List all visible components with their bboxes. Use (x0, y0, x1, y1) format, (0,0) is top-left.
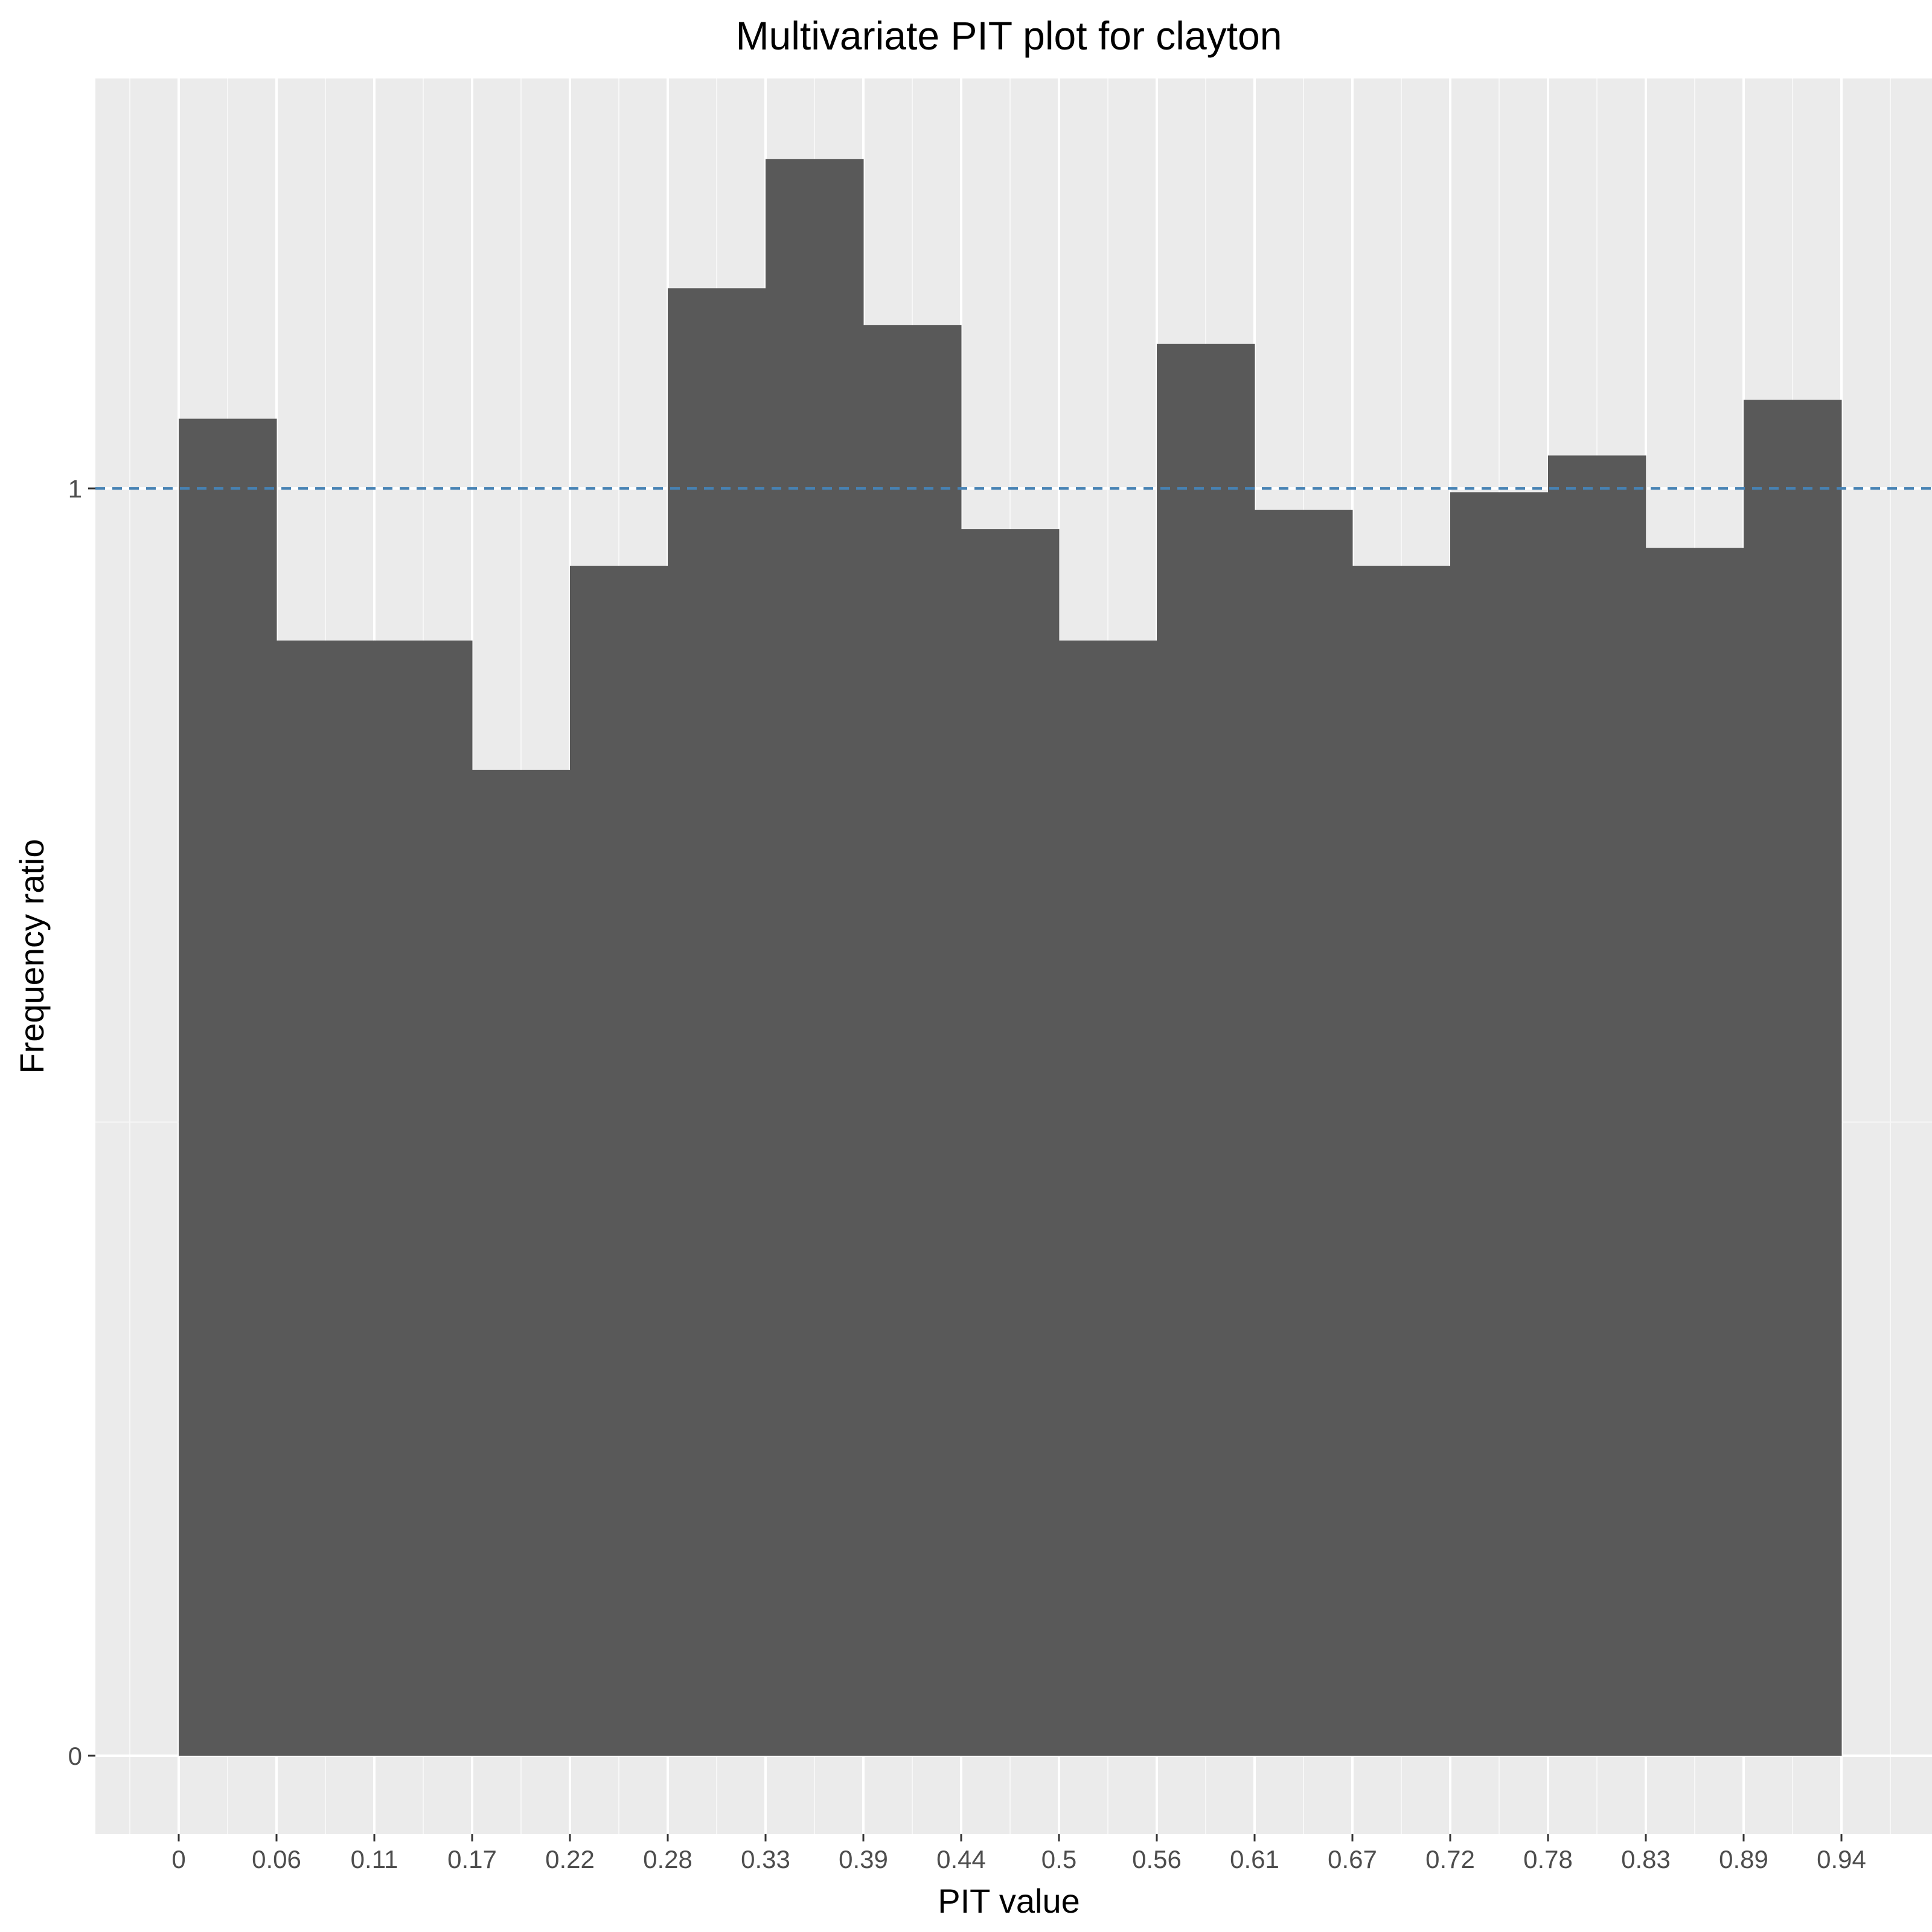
histogram-bar (1548, 455, 1646, 1756)
x-tick-label: 0.72 (1425, 1845, 1475, 1873)
histogram-bar (1255, 510, 1353, 1756)
histogram-bar (374, 640, 473, 1756)
x-tick-label: 0.89 (1719, 1845, 1768, 1873)
y-axis-title: Frequency ratio (13, 839, 51, 1073)
histogram-bar (1646, 548, 1744, 1756)
x-tick-label: 0.61 (1230, 1845, 1279, 1873)
x-tick-label: 0.11 (351, 1845, 398, 1873)
histogram-bar (1450, 492, 1549, 1756)
x-tick-label: 0.39 (839, 1845, 888, 1873)
histogram-bar (179, 418, 277, 1756)
histogram-bar (570, 566, 668, 1756)
histogram-bar (1744, 400, 1842, 1756)
histogram-bar (277, 640, 375, 1756)
histogram-bar (863, 325, 962, 1756)
x-tick-label: 0.28 (643, 1845, 693, 1873)
histogram-bar (1352, 566, 1451, 1756)
x-axis-title: PIT value (938, 1882, 1080, 1920)
x-tick-label: 0.17 (447, 1845, 497, 1873)
histogram-bar (1059, 640, 1157, 1756)
x-tick-label: 0.06 (252, 1845, 301, 1873)
x-tick-label: 0.94 (1817, 1845, 1866, 1873)
x-tick-label: 0.78 (1523, 1845, 1573, 1873)
chart-title: Multivariate PIT plot for clayton (736, 13, 1282, 58)
histogram-bar (766, 159, 864, 1756)
histogram-bar (472, 769, 571, 1756)
x-tick-label: 0.44 (936, 1845, 986, 1873)
histogram-bar (961, 529, 1060, 1756)
y-tick-label: 1 (68, 475, 82, 503)
histogram-bar (1157, 344, 1255, 1756)
x-tick-label: 0.22 (545, 1845, 595, 1873)
x-tick-label: 0.33 (741, 1845, 790, 1873)
x-tick-label: 0.5 (1041, 1845, 1076, 1873)
x-tick-label: 0.67 (1328, 1845, 1377, 1873)
histogram-bar (668, 288, 766, 1756)
x-tick-label: 0 (171, 1845, 185, 1873)
x-tick-label: 0.56 (1132, 1845, 1182, 1873)
x-tick-label: 0.83 (1621, 1845, 1671, 1873)
y-tick-label: 0 (68, 1742, 82, 1770)
